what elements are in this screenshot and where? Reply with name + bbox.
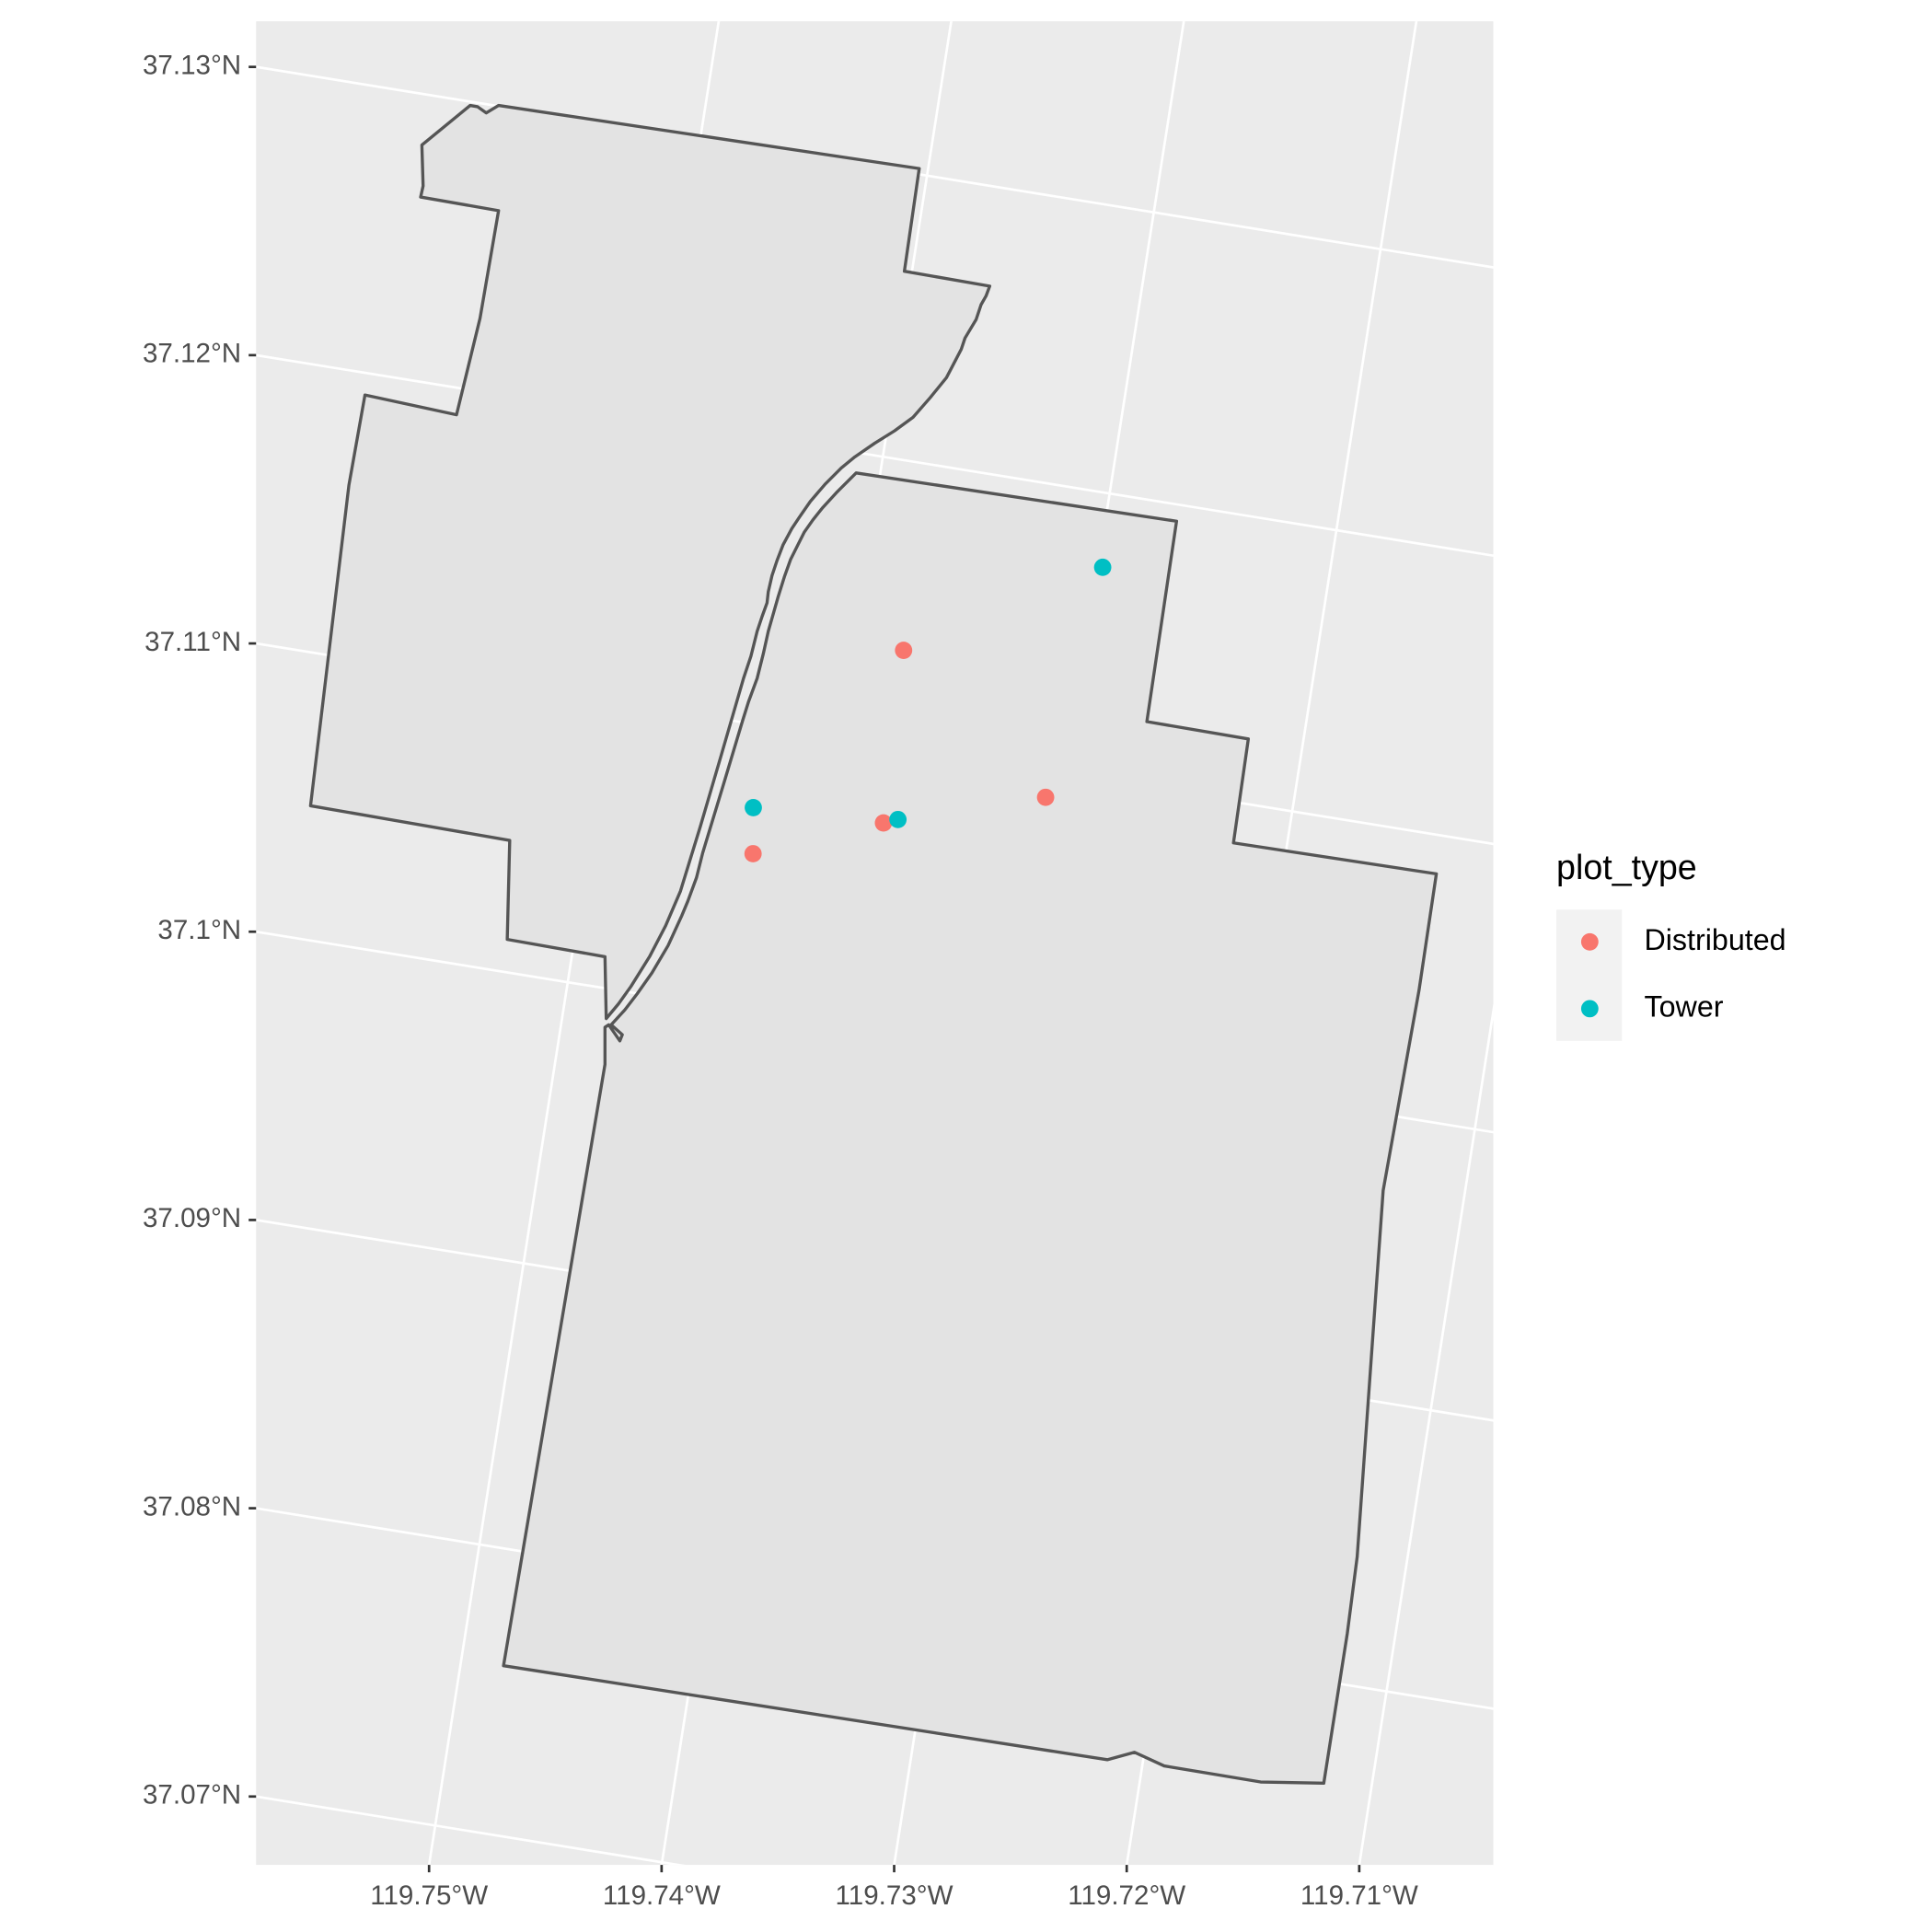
x-tick-label: 119.73°W: [836, 1880, 953, 1911]
point: [1036, 788, 1055, 806]
grid-line: [256, 65, 1494, 269]
x-tick-label: 119.74°W: [603, 1880, 721, 1911]
y-tick-label: 37.08°N: [143, 1491, 241, 1521]
x-tick-label: 119.72°W: [1068, 1880, 1185, 1911]
x-tick-label: 119.71°W: [1300, 1880, 1418, 1911]
legend-label: Distributed: [1644, 923, 1786, 956]
point: [744, 845, 762, 862]
legend-key: [1580, 1000, 1599, 1018]
point: [874, 814, 893, 832]
y-tick-label: 37.12°N: [143, 339, 241, 369]
axes: 37.07°N 37.08°N 37.09°N 37.1°N 37.11°N 37.12°…: [143, 51, 1418, 1911]
point: [889, 810, 907, 828]
grid-line: [256, 353, 1494, 558]
legend-key-background: [1556, 909, 1623, 1041]
grid-line: [1358, 1003, 1494, 1866]
legend: Distributed Tower: [1580, 923, 1786, 1023]
point: [1093, 558, 1112, 576]
grid-line: [427, 21, 721, 1866]
x-tick-label: 119.75°W: [370, 1880, 488, 1911]
legend-title: plot_type: [1556, 848, 1697, 886]
y-tick-label: 37.1°N: [157, 915, 241, 945]
legend-label: Tower: [1644, 989, 1723, 1023]
legend-key: [1580, 932, 1599, 951]
y-tick-label: 37.07°N: [143, 1780, 241, 1811]
point: [895, 642, 913, 659]
points: [744, 558, 1112, 862]
y-tick-label: 37.13°N: [143, 51, 241, 81]
boundary-north: [308, 103, 992, 1021]
y-tick-label: 37.09°N: [143, 1203, 241, 1233]
boundary-south: [502, 471, 1439, 1786]
y-tick-label: 37.11°N: [144, 627, 241, 657]
boundaries: [308, 103, 1439, 1786]
point: [745, 799, 762, 816]
